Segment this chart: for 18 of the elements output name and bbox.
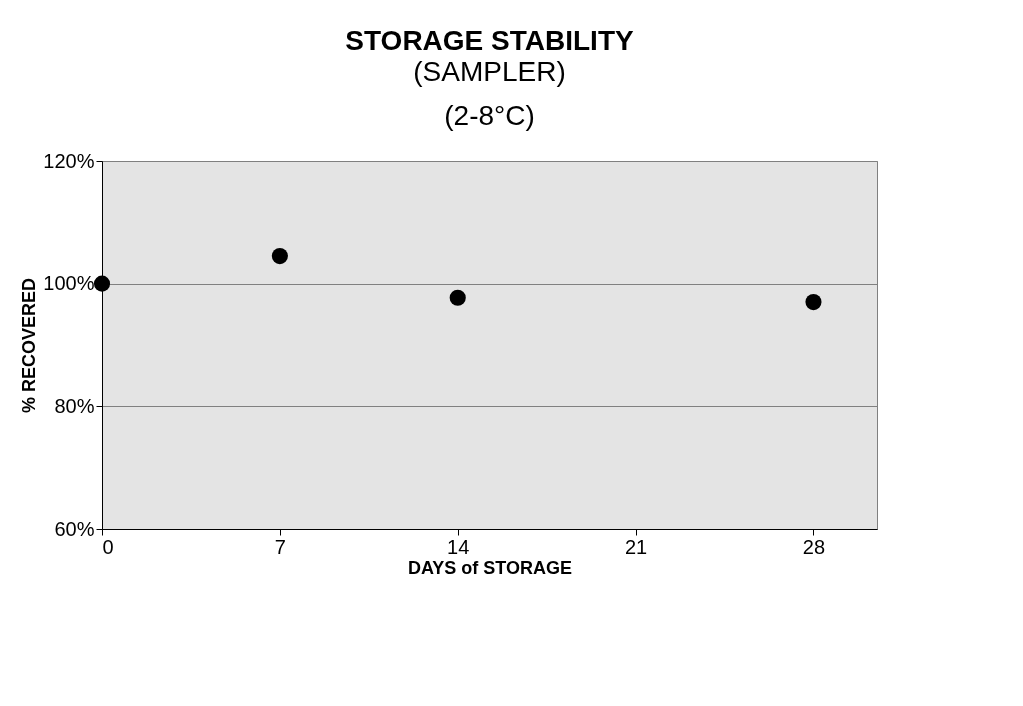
y-tick-label: 60%: [54, 517, 95, 540]
y-axis-title: % RECOVERED: [19, 277, 40, 414]
y-tick-label: 120%: [43, 149, 95, 172]
text: (2-8°C): [444, 100, 535, 131]
y-tick-label: 100%: [43, 272, 95, 295]
point: [93, 275, 111, 292]
point: [271, 248, 288, 265]
x-tick-label: 28: [802, 535, 826, 558]
x-tick-label: 21: [624, 535, 648, 558]
x-tick-label: 14: [447, 535, 470, 558]
point: [805, 294, 822, 311]
point: [449, 289, 466, 306]
chart-title: STORAGE STABILITY: [345, 25, 634, 56]
x-tick-label: 7: [274, 535, 286, 558]
text: (SAMPLER): [413, 56, 566, 87]
x-axis-title: DAYS of STORAGE: [407, 557, 573, 578]
x-tick-label: 0: [102, 535, 114, 558]
y-tick-label: 80%: [54, 394, 95, 417]
